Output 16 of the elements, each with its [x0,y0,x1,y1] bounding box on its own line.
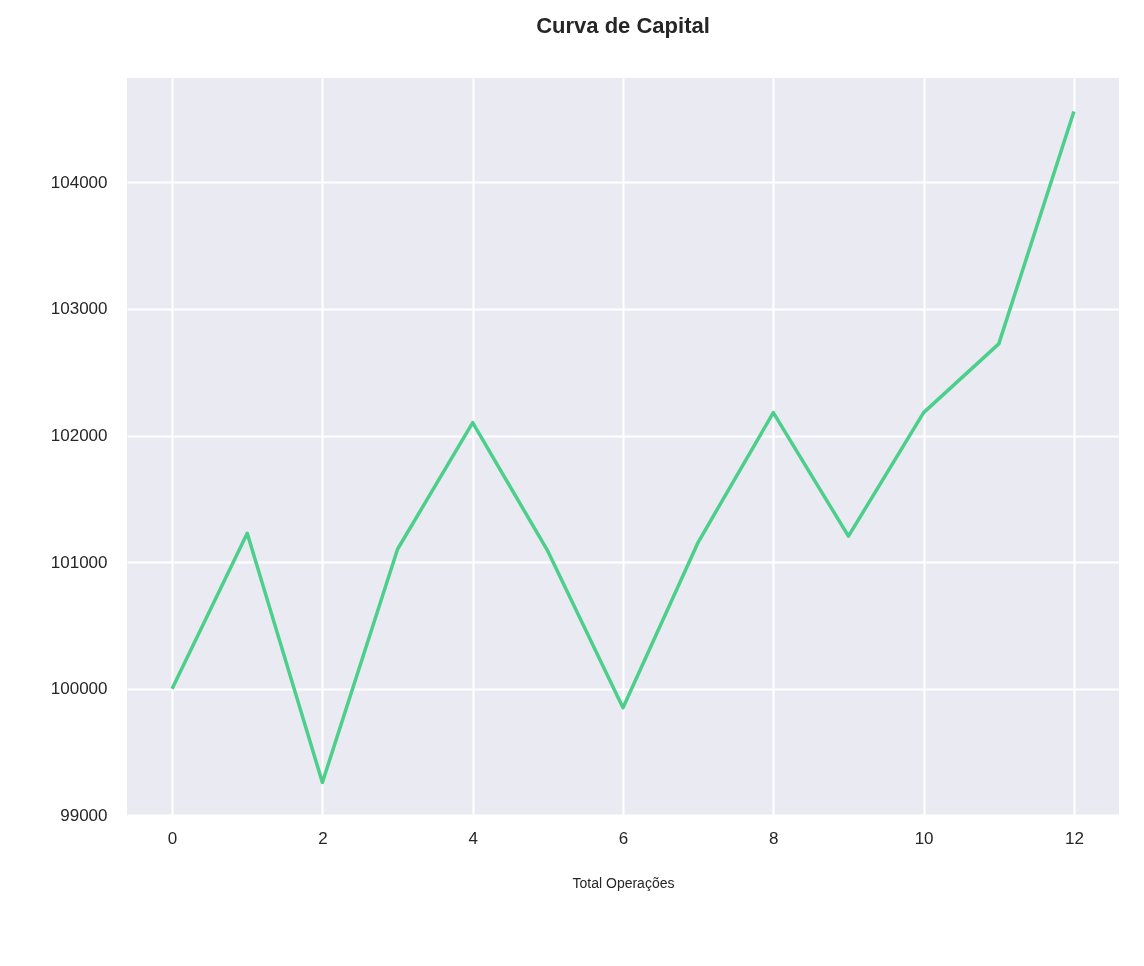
y-tick-label: 99000 [60,805,108,825]
x-tick-label: 0 [167,828,178,848]
y-tick-label: 102000 [50,426,108,446]
x-tick-label: 6 [618,828,629,848]
x-tick-label: 10 [914,828,934,848]
x-tick-label: 4 [468,828,478,848]
y-tick-label: 103000 [50,299,108,319]
x-tick-label: 8 [769,828,779,848]
chart-title: Curva de Capital [536,13,710,38]
x-tick-label: 2 [318,828,328,848]
x-axis-title: Total Operações [572,874,675,891]
line-series [170,109,1076,785]
y-tick-label: 100000 [50,679,108,699]
y-tick-label: 104000 [50,172,108,192]
y-tick-label: 101000 [50,552,108,572]
x-tick-label: 12 [1064,828,1084,848]
